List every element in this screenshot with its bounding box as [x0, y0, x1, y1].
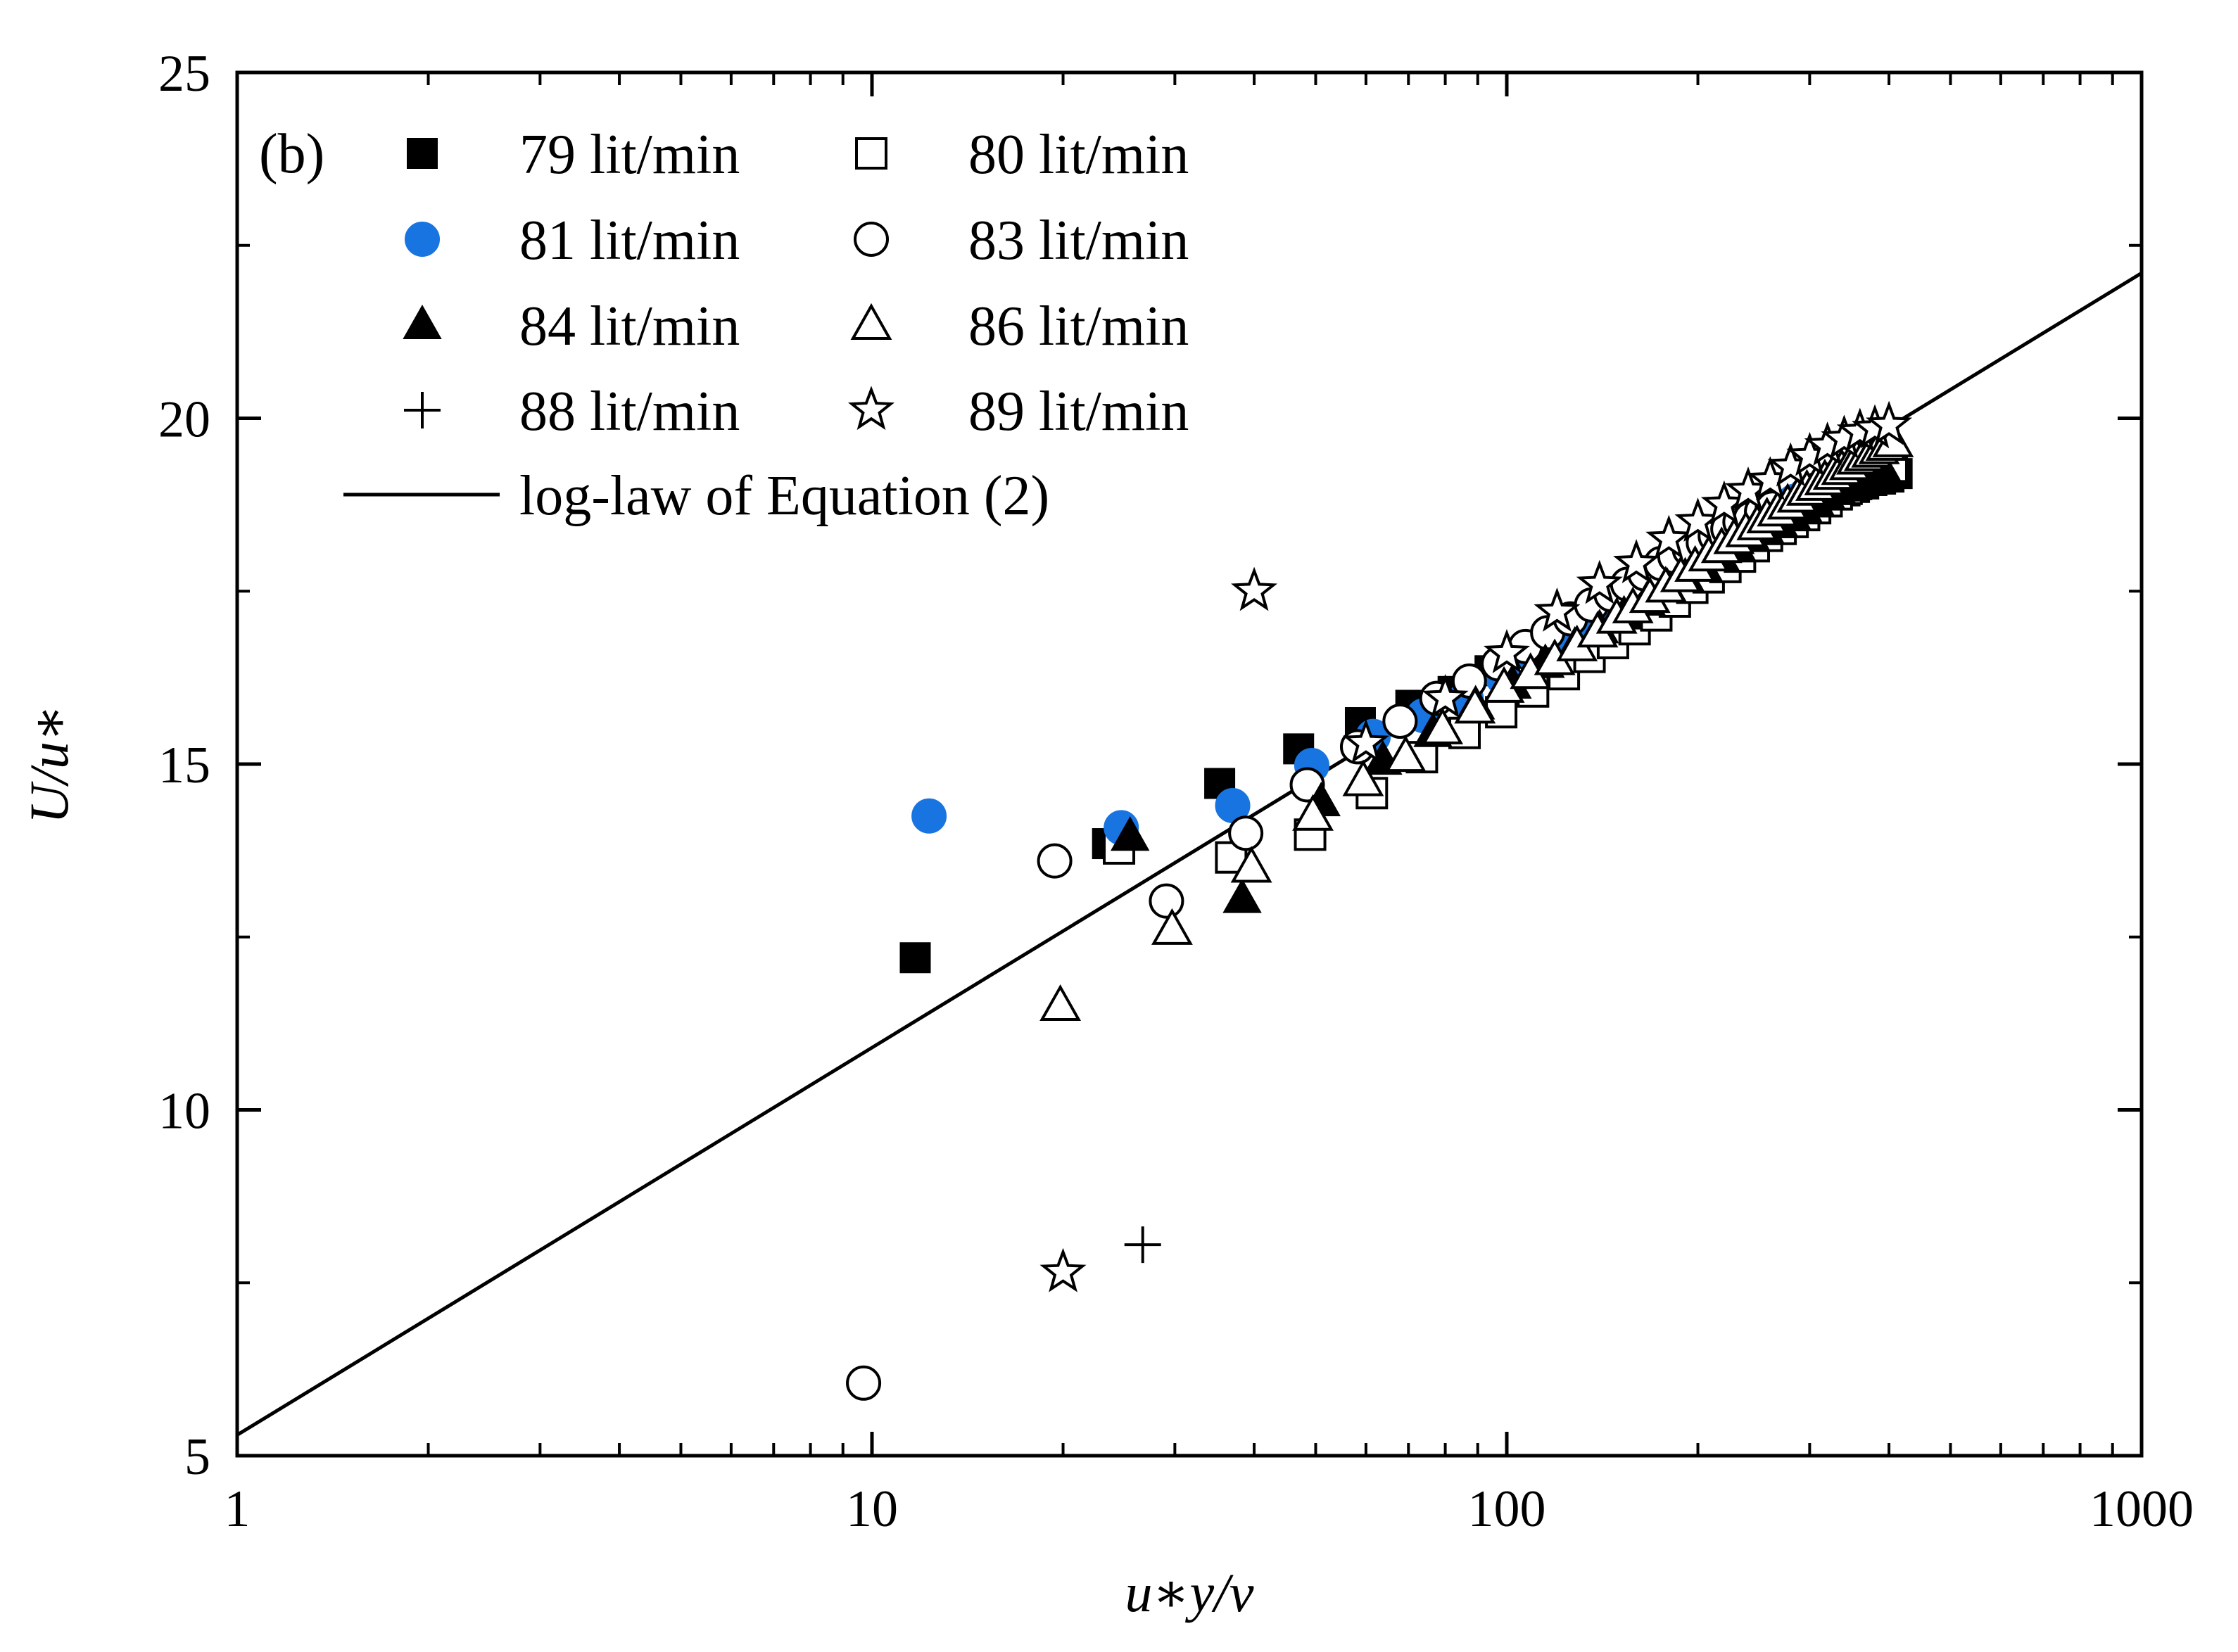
data-point	[1222, 878, 1262, 913]
data-point	[846, 1365, 882, 1401]
points-layer	[846, 400, 1914, 1401]
data-point	[1454, 687, 1496, 724]
legend-marker	[854, 222, 889, 257]
y-tick-label: 10	[158, 1083, 210, 1140]
legend-marker	[847, 386, 895, 431]
minor-ticks	[237, 72, 2142, 1456]
data-point	[1231, 566, 1278, 611]
data-point	[1483, 629, 1531, 673]
y-tick-label: 25	[158, 45, 210, 103]
data-point	[1382, 704, 1418, 739]
x-tick-label: 1000	[2090, 1480, 2194, 1538]
series-6	[1039, 420, 1914, 1022]
plot-area	[237, 72, 2142, 1456]
data-point	[1534, 587, 1581, 632]
x-tick-label: 1	[225, 1480, 251, 1538]
data-point	[1292, 794, 1334, 831]
data-point	[1230, 846, 1272, 883]
y-tick-label: 20	[158, 391, 210, 449]
data-point	[1613, 539, 1660, 584]
data-point	[1039, 984, 1082, 1022]
legend-label: 79 lit/min	[519, 124, 740, 186]
data-point	[1110, 816, 1150, 851]
y-tick-label: 15	[158, 737, 210, 794]
data-point	[1422, 673, 1469, 718]
legend-label: 81 lit/min	[519, 210, 740, 272]
legend-marker	[403, 304, 442, 339]
data-point	[1149, 883, 1184, 919]
legend-marker	[405, 222, 440, 257]
data-point	[1645, 514, 1693, 559]
legend-label: 84 lit/min	[519, 296, 740, 357]
plot-frame	[235, 70, 2144, 1458]
legend-marker	[855, 137, 887, 170]
data-point	[1039, 1247, 1087, 1292]
legend: 79 lit/min 80 lit/min 81 lit/min 83 lit/min…	[343, 124, 1189, 527]
data-point	[1037, 843, 1073, 879]
data-point	[1151, 908, 1193, 945]
y-axis-title: U/u∗	[18, 704, 80, 824]
legend-label: 80 lit/min	[968, 124, 1189, 186]
data-point	[1228, 815, 1264, 851]
data-point	[1342, 759, 1384, 796]
legend-marker	[850, 303, 892, 340]
data-point	[1124, 1226, 1161, 1264]
data-point	[1576, 559, 1623, 604]
legend-label: 86 lit/min	[968, 296, 1189, 357]
data-point	[1422, 707, 1464, 744]
series-7	[1124, 1226, 1161, 1264]
x-tick-label: 100	[1468, 1480, 1546, 1538]
data-point	[1866, 400, 1913, 445]
legend-marker	[407, 138, 438, 169]
legend-label: 88 lit/min	[519, 381, 740, 443]
data-point	[1384, 735, 1427, 773]
x-tick-label: 10	[846, 1480, 898, 1538]
panel-label: (b)	[259, 123, 324, 185]
data-point	[899, 942, 931, 974]
tick-labels: 1 10 100 1000 5 10 15 20 25	[158, 45, 2194, 1538]
series-8	[1039, 400, 1913, 1292]
x-axis-title: u∗y/ν	[1125, 1562, 1254, 1623]
y-tick-label: 5	[184, 1428, 210, 1486]
legend-label: log-law of Equation (2)	[519, 465, 1049, 527]
data-point	[1342, 718, 1389, 763]
legend-label: 89 lit/min	[968, 381, 1189, 443]
data-point	[911, 798, 947, 834]
legend-label: 83 lit/min	[968, 210, 1189, 272]
legend-marker	[404, 392, 441, 428]
